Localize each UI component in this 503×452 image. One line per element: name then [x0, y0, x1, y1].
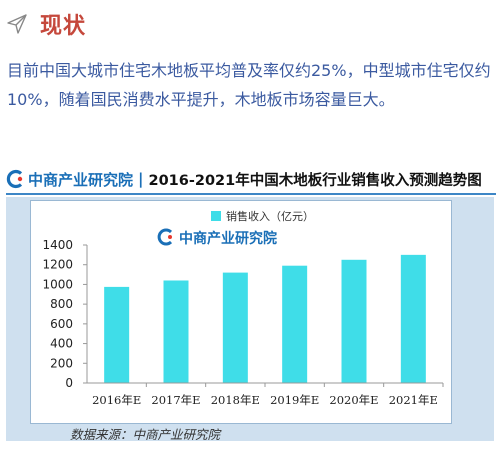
bar-2017年E: [163, 280, 189, 383]
brand-logo: 中商产业研究院: [6, 169, 133, 190]
watermark-text: 中商产业研究院: [179, 230, 277, 247]
chart-banner: 中商产业研究院 | 2016-2021年中国木地板行业销售收入预测趋势图: [6, 165, 496, 193]
y-tick-label: 1000: [42, 277, 73, 291]
x-tick-label: 2016年E: [92, 393, 141, 407]
banner-separator: |: [138, 170, 144, 188]
x-tick-label: 2018年E: [211, 393, 260, 407]
bar-2020年E: [341, 259, 367, 383]
y-tick-label: 0: [65, 376, 73, 390]
bar-2018年E: [222, 272, 248, 383]
section-title: 现状: [40, 14, 87, 39]
y-tick-label: 800: [50, 297, 73, 311]
x-tick-label: 2020年E: [329, 393, 378, 407]
data-source: 数据来源：中商产业研究院: [70, 427, 221, 442]
chart-watermark: 中商产业研究院: [157, 228, 277, 247]
banner-underline: [6, 193, 496, 195]
intro-paragraph: 目前中国大城市住宅木地板平均普及率仅约25%，中型城市住宅仅约10%，随着国民消…: [7, 61, 491, 109]
section-header: 现状: [6, 6, 86, 42]
bar-2016年E: [104, 286, 130, 383]
legend-swatch: [211, 211, 221, 221]
y-tick-label: 1400: [42, 238, 73, 252]
chart-legend: 销售收入（亿元）: [211, 209, 314, 223]
bar-2021年E: [400, 254, 426, 383]
brand-logo-text: 中商产业研究院: [28, 170, 134, 189]
y-tick-label: 200: [50, 356, 73, 370]
x-tick-label: 2017年E: [151, 393, 200, 407]
x-tick-label: 2021年E: [389, 393, 438, 407]
chart-title: 2016-2021年中国木地板行业销售收入预测趋势图: [148, 172, 482, 189]
legend-label: 销售收入（亿元）: [226, 209, 314, 223]
y-tick-label: 400: [50, 337, 73, 351]
brand-c-icon: [6, 169, 23, 189]
send-arrow-icon: [7, 14, 27, 34]
bar-2019年E: [282, 265, 308, 383]
x-tick-label: 2019年E: [270, 393, 319, 407]
y-tick-label: 1200: [42, 258, 73, 272]
y-tick-label: 600: [50, 317, 73, 331]
